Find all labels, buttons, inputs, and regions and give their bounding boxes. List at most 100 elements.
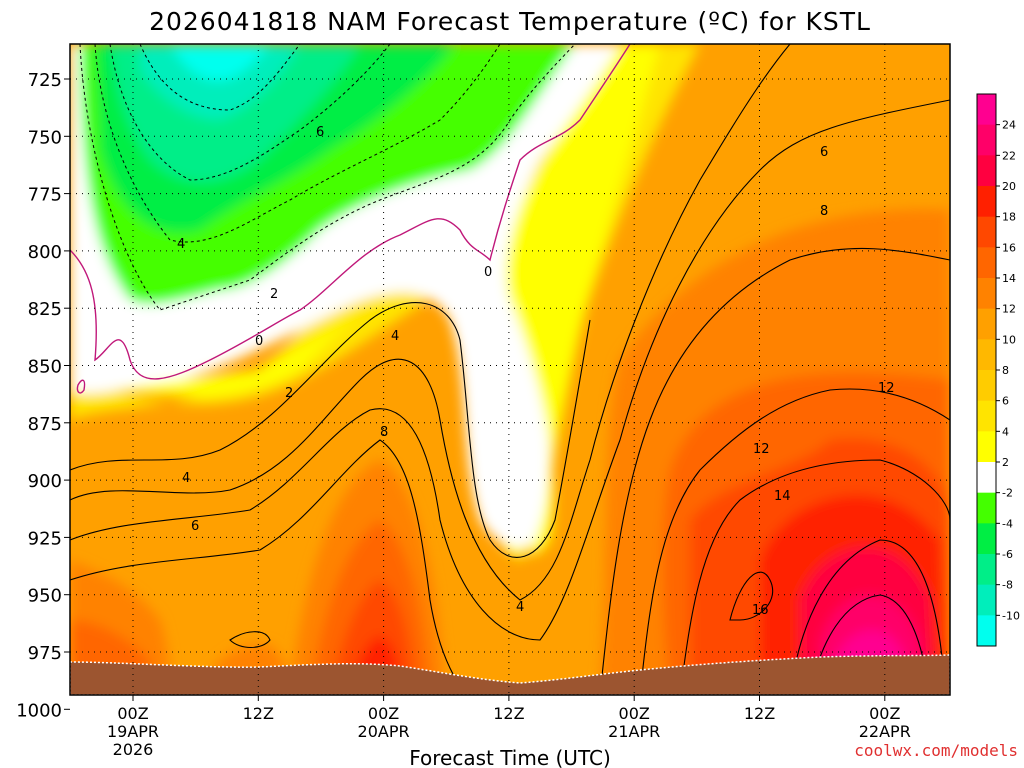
temp-region-minus10: [170, 44, 270, 81]
contour-line-dashed: [79, 44, 576, 311]
colorbar-segment: [977, 278, 996, 310]
y-axis: 725 750 775 800 825 850 875 900 925 950 975 1000: [16, 70, 70, 721]
zero-contour-line: [70, 44, 631, 380]
y-tick-label: 725: [28, 70, 62, 91]
contour-label: 0: [255, 334, 263, 349]
colorbar-segment: [977, 124, 996, 156]
contour-label: 4: [391, 329, 399, 344]
y-tick-label: 1000: [16, 700, 62, 721]
colorbar-segment: [977, 615, 996, 647]
colorbar-segment: [977, 308, 996, 340]
colorbar-label: -6: [1002, 548, 1013, 561]
contour-label: 14: [774, 489, 791, 504]
colorbar-label: -10: [1002, 609, 1020, 622]
y-tick-label: 925: [28, 528, 62, 549]
colorbar-segment: [977, 492, 996, 524]
contour-line: [70, 99, 950, 641]
contour-label: 12: [878, 381, 895, 396]
colorbar-segment: [977, 155, 996, 187]
colorbar-segment: [977, 584, 996, 616]
y-tick-label: 950: [28, 586, 62, 607]
x-tick-label: 00Z: [869, 704, 900, 723]
contour-label: 16: [752, 603, 769, 618]
colorbar-label: 18: [1002, 211, 1016, 224]
y-tick-label: 750: [28, 127, 62, 148]
colorbar-segment: [977, 216, 996, 248]
y-tick-label: 875: [28, 414, 62, 435]
x-tick-label: 00Z: [117, 704, 148, 723]
contour-line: [789, 539, 946, 695]
colorbar-segment: [977, 370, 996, 402]
grid-lines: [70, 44, 950, 695]
contour-label: 2: [270, 287, 278, 302]
contour-label: 8: [820, 204, 828, 219]
contour-line: [729, 571, 774, 621]
contour-labels: 6 4 2 0 2 4 6 8 0 4 6 8 12 12 14 16: [177, 125, 895, 618]
colorbar-segment: [977, 462, 996, 494]
x-tick-label: 2026: [113, 740, 154, 759]
temp-region-minus8: [140, 44, 300, 120]
contour-label: 12: [753, 442, 770, 457]
x-tick-label: 19APR: [107, 722, 159, 741]
colorbar-label: 8: [1002, 364, 1009, 377]
zero-contour: [70, 44, 631, 394]
chart-title: 2026041818 NAM Forecast Temperature (ºC)…: [149, 7, 871, 36]
y-tick-label: 825: [28, 299, 62, 320]
x-tick-label: 21APR: [608, 722, 660, 741]
contour-label: 0: [484, 265, 492, 280]
x-tick-label: 12Z: [744, 704, 775, 723]
x-tick-label: 20APR: [358, 722, 410, 741]
y-tick-label: 850: [28, 357, 62, 378]
y-tick-label: 800: [28, 242, 62, 263]
colorbar-label: 14: [1002, 272, 1016, 285]
y-tick-label: 975: [28, 643, 62, 664]
colorbar-segment: [977, 523, 996, 555]
colorbar-label: 2: [1002, 456, 1009, 469]
colorbar-label: 20: [1002, 180, 1016, 193]
zero-contour-line: [76, 379, 86, 394]
contour-label: 4: [516, 600, 524, 615]
contour-line-dashed: [94, 44, 501, 243]
colorbar-label: 10: [1002, 333, 1016, 346]
x-tick-label: 12Z: [493, 704, 524, 723]
colorbar-segment: [977, 186, 996, 218]
colorbar-label: -4: [1002, 517, 1013, 530]
colorbar-segment: [977, 247, 996, 279]
contour-label: 4: [182, 471, 190, 486]
colorbar-segment: [977, 431, 996, 463]
contour-line: [639, 388, 950, 695]
colorbar-label: 16: [1002, 241, 1016, 254]
contour-line: [70, 302, 591, 558]
colorbar-segment: [977, 339, 996, 371]
contour-lines-dashed: [79, 44, 576, 311]
colorbar-label: 4: [1002, 425, 1009, 438]
colorbar-label: 6: [1002, 395, 1009, 408]
contour-line: [70, 439, 471, 695]
contour-line: [70, 44, 791, 601]
y-tick-label: 775: [28, 185, 62, 206]
colorbar-label: 24: [1002, 119, 1016, 132]
contour-label: 6: [820, 145, 828, 160]
colorbar-label: -2: [1002, 487, 1013, 500]
colorbar-segment: [977, 554, 996, 586]
x-tick-label: 00Z: [368, 704, 399, 723]
y-tick-label: 900: [28, 471, 62, 492]
contour-label: 4: [177, 237, 185, 252]
ground-terrain: [70, 654, 950, 695]
contour-label: 2: [285, 386, 293, 401]
plot-frame: [69, 43, 951, 696]
x-tick-label: 12Z: [243, 704, 274, 723]
colorbar-label: 22: [1002, 149, 1016, 162]
credit-text: coolwx.com/models: [854, 741, 1018, 760]
colorbar-label: 12: [1002, 303, 1016, 316]
plot-area: [70, 44, 950, 695]
contour-lines: [70, 44, 950, 695]
x-tick-label: 00Z: [619, 704, 650, 723]
contour-line: [599, 247, 950, 695]
contour-label: 8: [380, 425, 388, 440]
colorbar-segment: [977, 94, 996, 126]
colorbar-segment: [977, 400, 996, 432]
contour-label: 6: [316, 125, 324, 140]
contour-line: [229, 631, 271, 649]
